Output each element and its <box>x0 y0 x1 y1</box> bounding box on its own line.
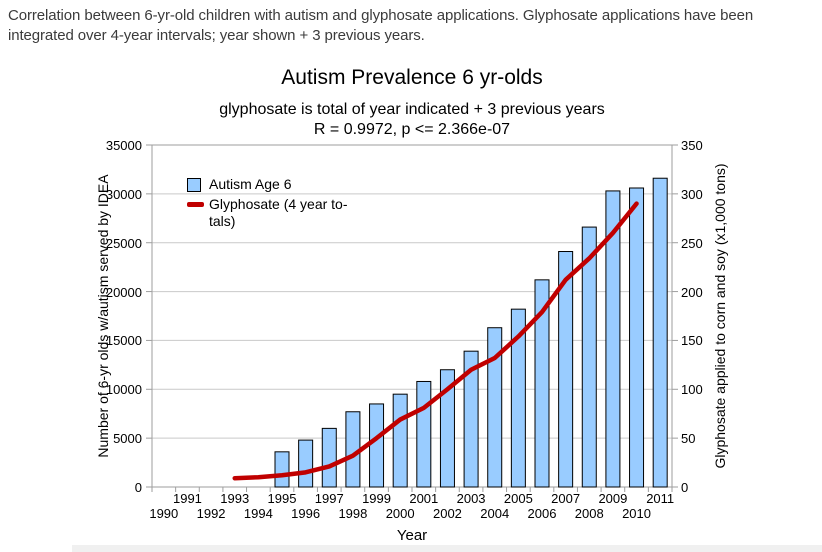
x-axis-title: Year <box>396 527 428 544</box>
left-axis-tick-label: 5000 <box>113 431 142 447</box>
left-axis-tick-label: 15000 <box>105 333 142 349</box>
left-axis-tick-label: 20000 <box>105 284 142 300</box>
legend-item-autism: Autism Age 6 <box>187 176 348 193</box>
right-axis-tick-label: 150 <box>681 333 703 349</box>
x-axis-tick-label: 2005 <box>503 491 533 506</box>
left-axis-tick-label: 25000 <box>105 235 142 251</box>
window-edge-strip <box>72 545 822 552</box>
x-axis-tick-label: 2007 <box>551 491 581 506</box>
x-axis-tick-label: 2008 <box>574 506 604 521</box>
x-axis-tick-label: 1990 <box>149 506 179 521</box>
chart-stats-line: R = 0.9972, p <= 2.366e-07 <box>313 121 511 138</box>
x-axis-tick-label: 2000 <box>385 506 415 521</box>
line-swatch-icon <box>187 202 204 207</box>
chart-subtitle: glyphosate is total of year indicated + … <box>219 101 605 118</box>
left-axis-tick-label: 35000 <box>105 138 142 153</box>
x-axis-tick-label: 1999 <box>362 491 391 506</box>
right-axis-tick-label: 300 <box>681 186 703 202</box>
right-axis-tick-label: 100 <box>681 382 703 398</box>
x-axis-tick-label: 2003 <box>456 491 486 506</box>
x-axis-tick-label: 1995 <box>267 491 297 506</box>
x-axis-tick-label: 2010 <box>622 506 651 521</box>
x-axis-tick-label: 1994 <box>243 506 273 521</box>
left-axis-tick-label: 0 <box>134 480 142 495</box>
x-axis-tick-label: 1998 <box>338 506 368 521</box>
legend-label-glyphosate-line1: Glyphosate (4 year to- <box>209 196 348 212</box>
x-axis-tick-label: 2009 <box>598 491 628 506</box>
x-axis-tick-label: 1993 <box>220 491 250 506</box>
right-axis-tick-label: 350 <box>681 138 703 153</box>
left-axis-tick-label: 30000 <box>105 186 142 202</box>
bar-swatch-icon <box>187 178 201 192</box>
x-axis-tick-label: 2002 <box>432 506 462 521</box>
x-axis-tick-label: 2006 <box>527 506 557 521</box>
x-axis-tick-label: 2011 <box>646 491 675 506</box>
x-axis-tick-label: 2001 <box>409 491 439 506</box>
right-axis-tick-label: 200 <box>681 284 703 300</box>
chart-title: Autism Prevalence 6 yr-olds <box>281 66 543 89</box>
right-axis-tick-label: 250 <box>681 235 703 251</box>
x-axis-tick-label: 1991 <box>172 491 202 506</box>
legend-label-autism: Autism Age 6 <box>209 176 292 192</box>
left-axis-title: Number of 6-yr olds w/autism served by I… <box>95 174 111 458</box>
x-axis-tick-label: 1997 <box>314 491 344 506</box>
right-axis-tick-label: 50 <box>681 431 696 447</box>
legend-label-glyphosate-line2: tals) <box>209 213 236 229</box>
x-axis-tick-label: 1996 <box>291 506 321 521</box>
left-axis-tick-label: 10000 <box>105 382 142 398</box>
legend-item-glyphosate: Glyphosate (4 year to- tals) <box>187 196 348 230</box>
x-axis-tick-label: 2004 <box>480 506 510 521</box>
right-axis-tick-label: 0 <box>681 480 689 495</box>
figure-caption: Correlation between 6-yr-old children wi… <box>8 7 754 44</box>
x-axis-tick-label: 1992 <box>196 506 226 521</box>
right-axis-title: Glyphosate applied to corn and soy (x1,0… <box>712 163 728 469</box>
chart-legend: Autism Age 6 Glyphosate (4 year to- tals… <box>187 176 348 233</box>
